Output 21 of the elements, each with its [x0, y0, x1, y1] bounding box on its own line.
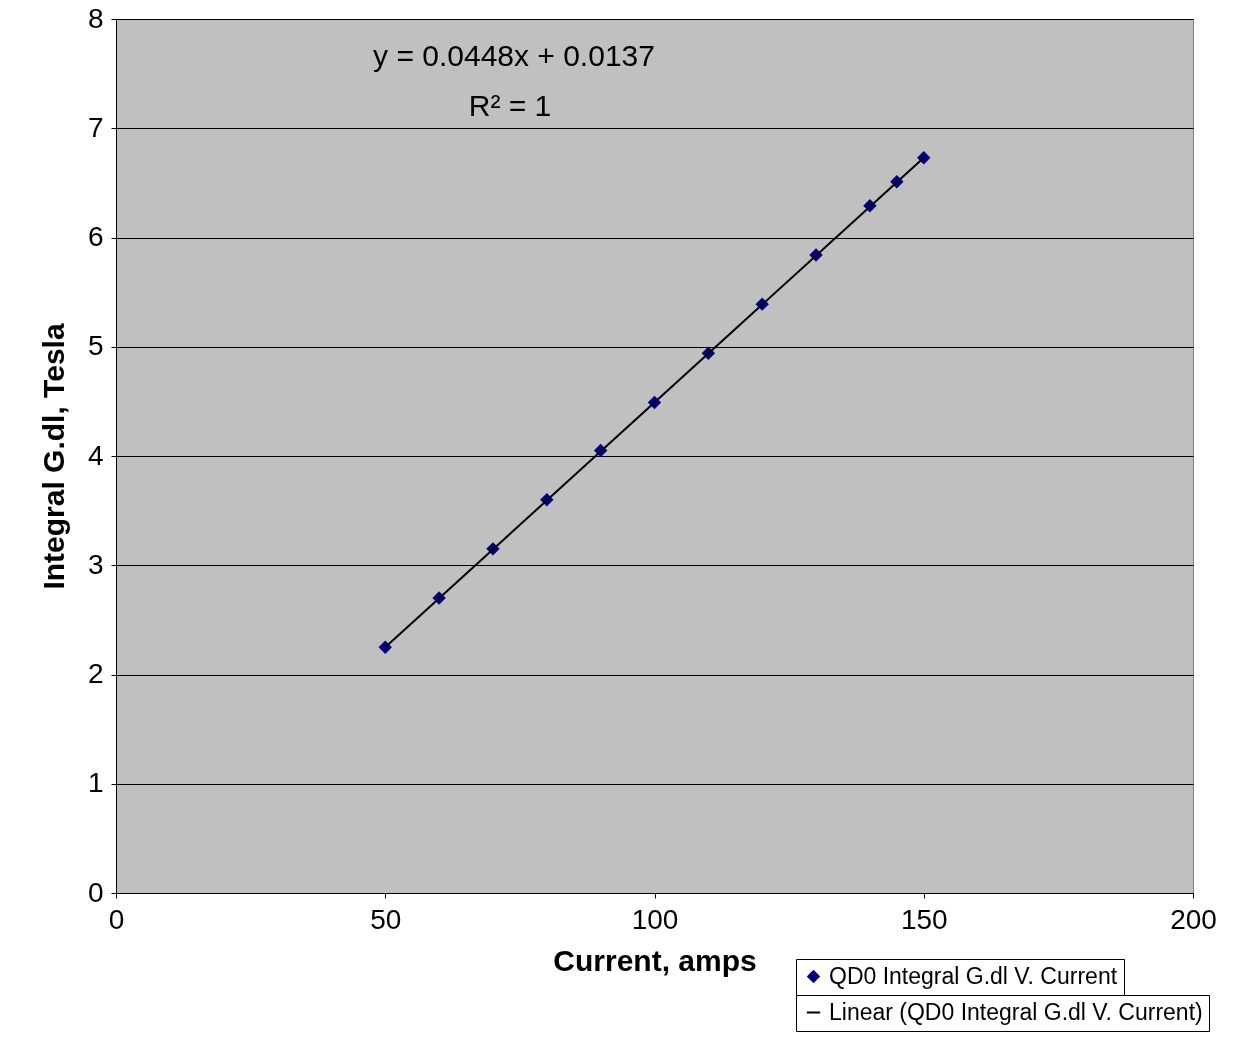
- annotation: R² = 1: [468, 89, 552, 122]
- x-tick-label: 100: [631, 903, 679, 935]
- legend-label: QD0 Integral G.dl V. Current: [829, 962, 1118, 989]
- y-tick-label: 6: [87, 221, 104, 252]
- y-tick-label: 7: [87, 111, 104, 143]
- point: [378, 640, 392, 654]
- y-tick-label: 0: [87, 876, 104, 908]
- x-tick-label: 50: [370, 903, 402, 935]
- y-tick-label: 2: [87, 658, 104, 689]
- annotation: y = 0.0448x + 0.0137: [373, 39, 655, 72]
- legend-label: Linear (QD0 Integral G.dl V. Current): [829, 998, 1203, 1025]
- x-tick-label: 150: [900, 903, 948, 935]
- y-tick-label: 4: [87, 439, 104, 471]
- y-axis-title: Integral G.dl, Tesla: [36, 323, 70, 590]
- x-axis-title: Current, amps: [553, 943, 757, 977]
- x-tick-label: 200: [1170, 903, 1217, 935]
- y-tick-label: 3: [87, 548, 104, 580]
- y-tick-label: 8: [87, 2, 104, 34]
- y-tick-label: 1: [87, 767, 104, 799]
- x-tick-label: 0: [108, 903, 125, 935]
- y-tick-label: 5: [87, 330, 104, 362]
